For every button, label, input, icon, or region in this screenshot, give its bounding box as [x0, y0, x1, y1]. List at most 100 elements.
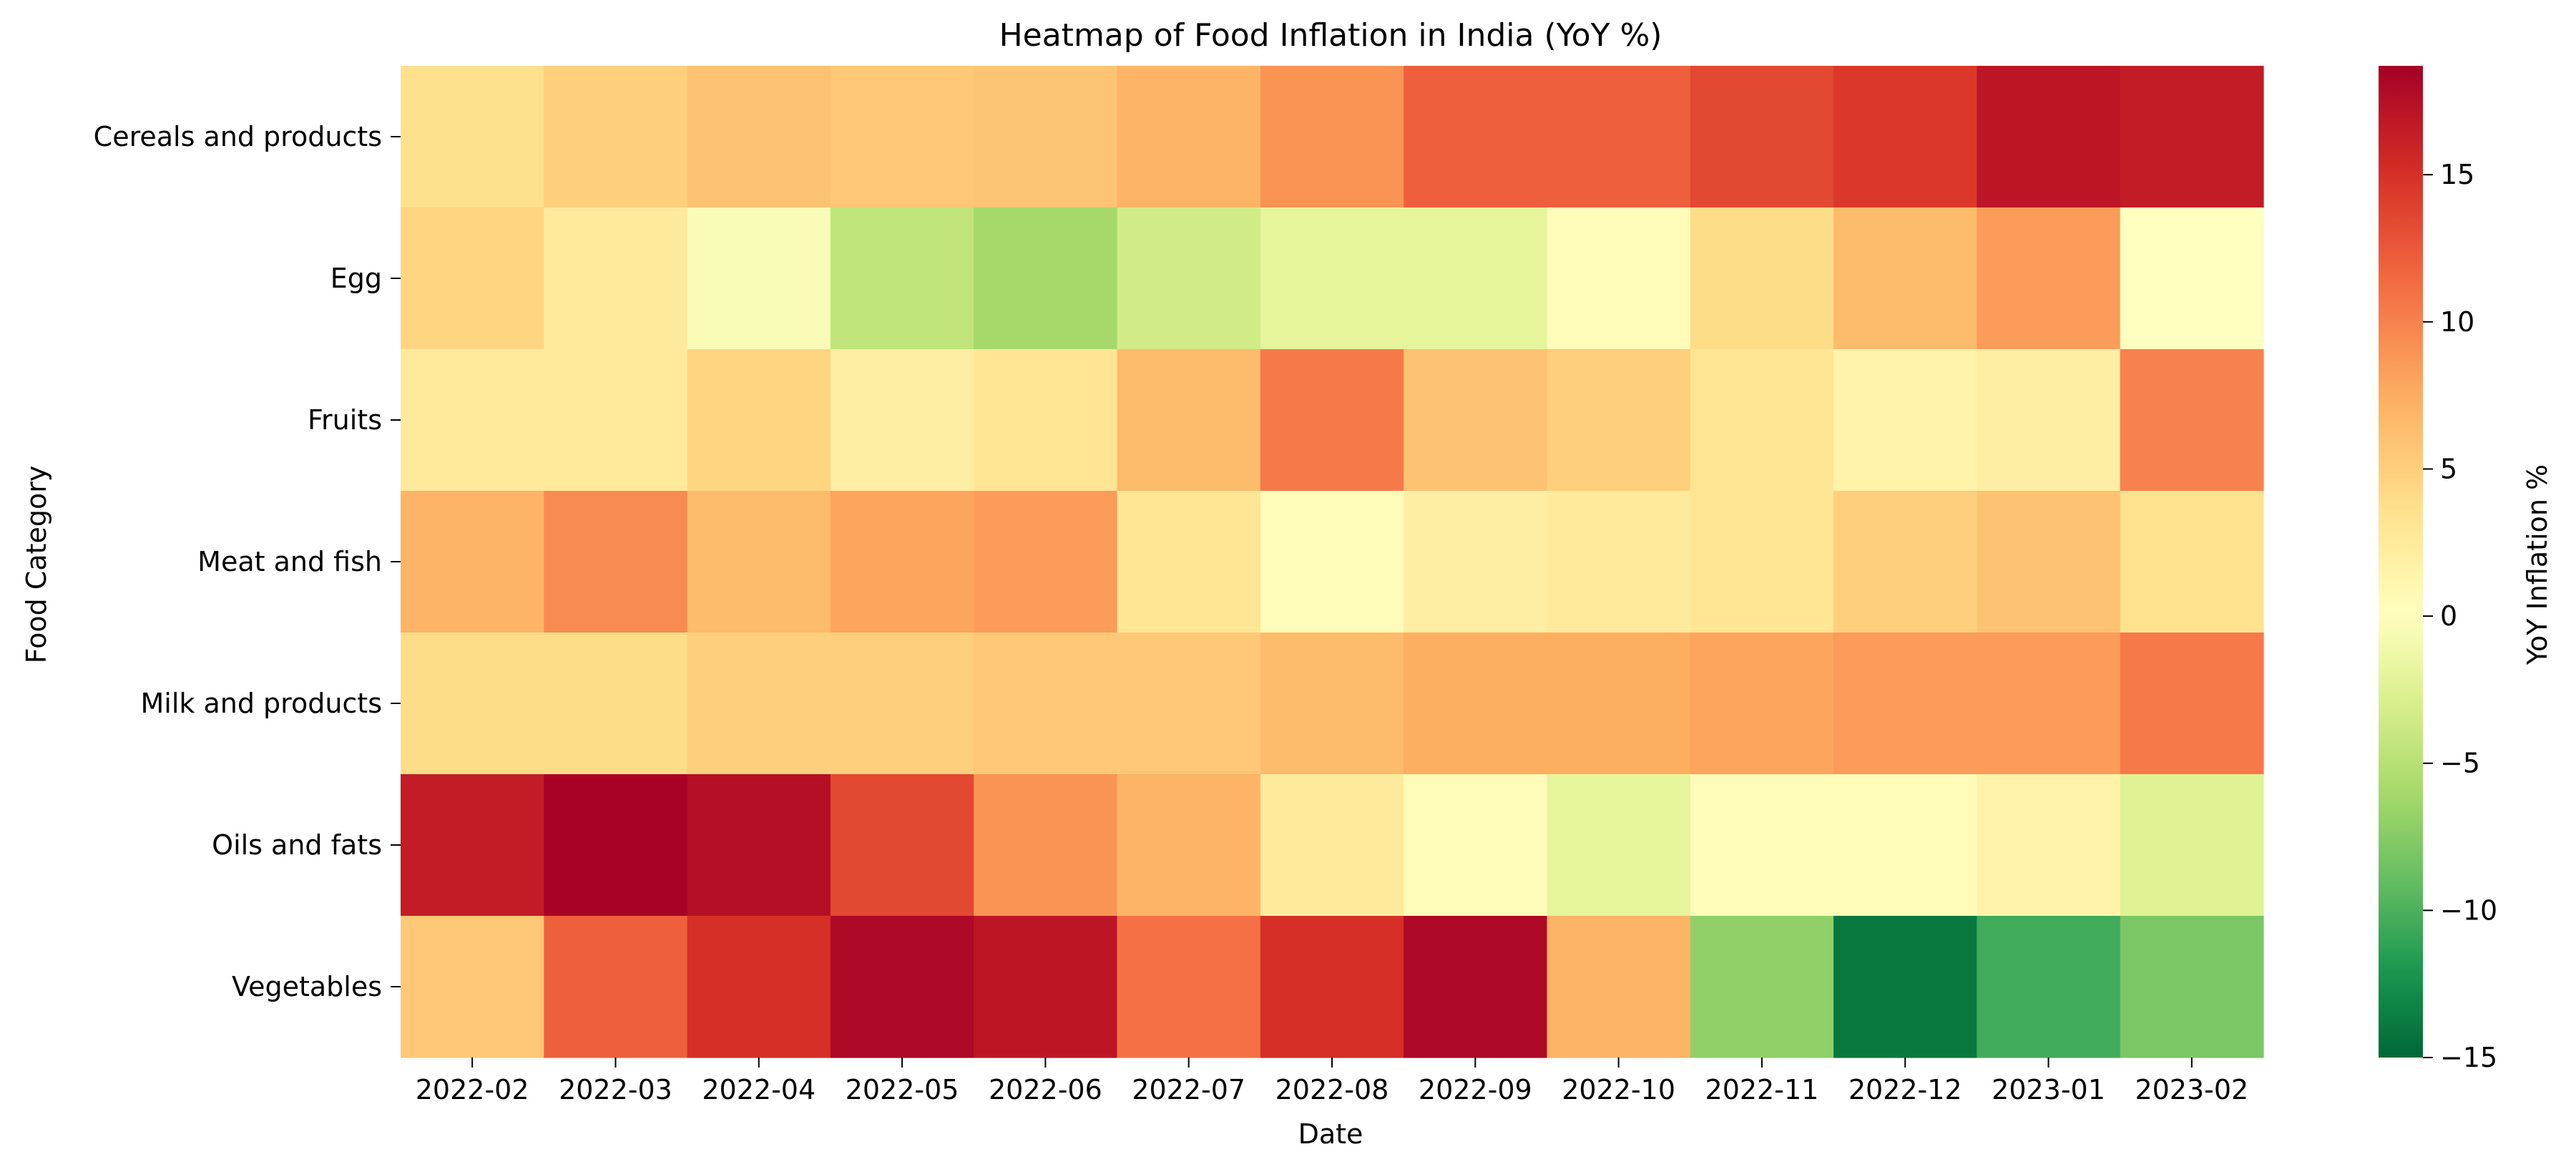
heatmap-cell — [830, 916, 974, 1058]
heatmap-cell — [1260, 633, 1404, 775]
heatmap-cell — [2120, 774, 2264, 917]
y-tick-label: Fruits — [308, 404, 382, 436]
y-tick-label: Oils and fats — [212, 829, 382, 861]
heatmap-cell — [1977, 916, 2121, 1058]
y-tick-label: Cereals and products — [94, 121, 382, 152]
x-tick-label: 2022-11 — [1705, 1074, 1819, 1105]
heatmap-cell — [2120, 633, 2264, 775]
heatmap-cell — [2120, 491, 2264, 633]
heatmap-cell — [544, 491, 688, 633]
heatmap-cell — [1977, 491, 2121, 633]
colorbar-tick-label: 5 — [2440, 453, 2457, 484]
heatmap-cell — [1833, 349, 1977, 492]
heatmap-cell — [1547, 349, 1691, 492]
heatmap-cell — [401, 916, 544, 1058]
heatmap-cell — [687, 491, 831, 633]
chart-title: Heatmap of Food Inflation in India (YoY … — [999, 17, 1662, 54]
x-tick-label: 2022-05 — [846, 1074, 959, 1105]
heatmap-cell — [1404, 349, 1548, 492]
heatmap-cell — [544, 774, 688, 917]
heatmap-cell — [974, 66, 1118, 208]
heatmap-cell — [687, 633, 831, 775]
heatmap-cell — [1117, 207, 1261, 350]
y-tick-label: Vegetables — [232, 971, 382, 1002]
heatmap-cell — [401, 633, 544, 775]
x-tick-label: 2022-02 — [416, 1074, 529, 1105]
x-tick-label: 2022-06 — [989, 1074, 1102, 1105]
x-tick-label: 2023-02 — [2135, 1074, 2248, 1105]
heatmap-cell — [1117, 916, 1261, 1058]
heatmap-cells — [401, 66, 2264, 1058]
y-tick-label: Milk and products — [140, 688, 382, 719]
x-axis-title: Date — [1298, 1118, 1363, 1150]
colorbar-ticks: −15 −10 −5 0 5 10 15 — [2423, 159, 2497, 1073]
heatmap-cell — [2120, 916, 2264, 1058]
x-tick-label: 2022-03 — [559, 1074, 672, 1105]
heatmap-cell — [974, 491, 1118, 633]
heatmap-cell — [1404, 491, 1548, 633]
x-tick-label: 2022-12 — [1848, 1074, 1962, 1105]
heatmap-cell — [544, 66, 688, 208]
heatmap-cell — [1547, 491, 1691, 633]
heatmap-cell — [1260, 207, 1404, 350]
y-axis-title: Food Category — [21, 466, 52, 664]
heatmap-cell — [1404, 66, 1548, 208]
heatmap-cell — [1690, 491, 1834, 633]
colorbar-tick-label: 0 — [2440, 600, 2457, 632]
heatmap-cell — [1547, 774, 1691, 917]
heatmap-cell — [2120, 66, 2264, 208]
heatmap-cell — [1117, 66, 1261, 208]
heatmap-cell — [1260, 916, 1404, 1058]
x-tick-labels: 2022-02 2022-03 2022-04 2022-05 2022-06 2022-… — [416, 1058, 2248, 1105]
heatmap-cell — [544, 916, 688, 1058]
heatmap-cell — [1404, 774, 1548, 917]
colorbar-tick-label: 10 — [2440, 306, 2474, 338]
heatmap-cell — [1404, 916, 1548, 1058]
heatmap-cell — [974, 349, 1118, 492]
heatmap-cell — [544, 633, 688, 775]
colorbar-tick-label: −10 — [2440, 894, 2497, 926]
heatmap-cell — [401, 349, 544, 492]
heatmap-cell — [687, 349, 831, 492]
heatmap-cell — [687, 207, 831, 350]
heatmap-cell — [830, 207, 974, 350]
heatmap-cell — [687, 774, 831, 917]
heatmap-cell — [1260, 774, 1404, 917]
heatmap-cell — [1977, 633, 2121, 775]
heatmap-cell — [1260, 66, 1404, 208]
x-tick-label: 2022-10 — [1562, 1074, 1675, 1105]
x-tick-label: 2022-07 — [1132, 1074, 1245, 1105]
heatmap-cell — [687, 66, 831, 208]
heatmap-cell — [830, 66, 974, 208]
colorbar-tick-label: 15 — [2440, 159, 2474, 190]
heatmap-cell — [1547, 66, 1691, 208]
heatmap-cell — [1117, 633, 1261, 775]
x-tick-label: 2023-01 — [1992, 1074, 2105, 1105]
heatmap-cell — [830, 774, 974, 917]
heatmap-cell — [687, 916, 831, 1058]
colorbar — [2379, 66, 2423, 1058]
heatmap-cell — [1690, 66, 1834, 208]
x-tick-label: 2022-09 — [1419, 1074, 1532, 1105]
heatmap-cell — [830, 491, 974, 633]
heatmap-cell — [1833, 916, 1977, 1058]
heatmap-cell — [830, 633, 974, 775]
heatmap-cell — [544, 349, 688, 492]
heatmap-cell — [2120, 349, 2264, 492]
colorbar-tick-label: −5 — [2440, 748, 2480, 779]
heatmap-cell — [1404, 207, 1548, 350]
heatmap-cell — [1547, 916, 1691, 1058]
heatmap-cell — [1404, 633, 1548, 775]
y-tick-label: Meat and fish — [197, 546, 382, 577]
heatmap-cell — [1117, 774, 1261, 917]
heatmap-cell — [1977, 66, 2121, 208]
heatmap-cell — [1833, 66, 1977, 208]
heatmap-cell — [1833, 633, 1977, 775]
heatmap-cell — [1690, 916, 1834, 1058]
heatmap-cell — [1260, 349, 1404, 492]
heatmap-cell — [1690, 633, 1834, 775]
heatmap-cell — [974, 207, 1118, 350]
heatmap-cell — [1260, 491, 1404, 633]
heatmap-cell — [2120, 207, 2264, 350]
heatmap-cell — [1690, 349, 1834, 492]
